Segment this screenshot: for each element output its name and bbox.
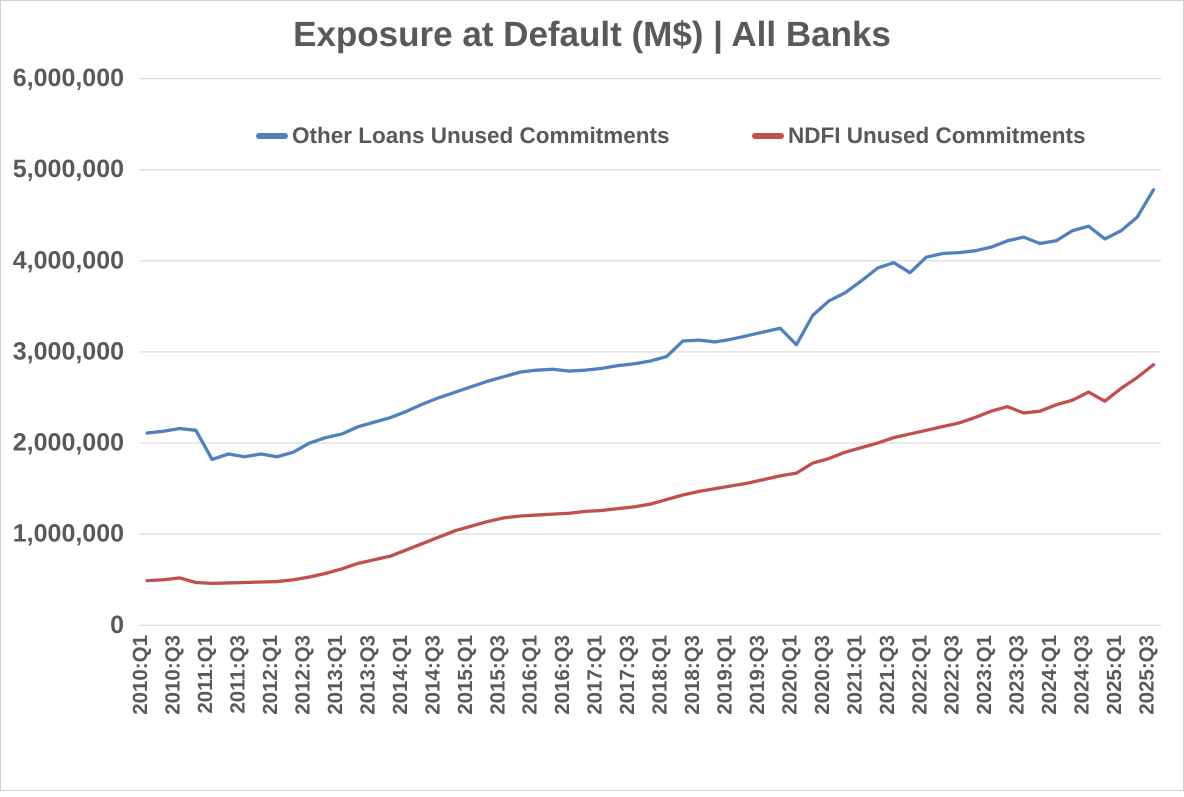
svg-text:0: 0 bbox=[110, 611, 124, 639]
svg-text:2013:Q3: 2013:Q3 bbox=[356, 635, 379, 715]
svg-text:2025:Q1: 2025:Q1 bbox=[1103, 635, 1126, 715]
svg-text:2018:Q3: 2018:Q3 bbox=[681, 635, 704, 715]
svg-text:3,000,000: 3,000,000 bbox=[13, 337, 124, 365]
svg-text:2010:Q3: 2010:Q3 bbox=[162, 635, 185, 715]
svg-text:2019:Q1: 2019:Q1 bbox=[714, 635, 737, 715]
svg-text:2023:Q1: 2023:Q1 bbox=[973, 635, 996, 715]
svg-text:2022:Q3: 2022:Q3 bbox=[941, 635, 964, 715]
svg-text:2012:Q1: 2012:Q1 bbox=[259, 635, 282, 715]
svg-text:2017:Q1: 2017:Q1 bbox=[584, 635, 607, 715]
svg-text:2022:Q1: 2022:Q1 bbox=[908, 635, 931, 715]
svg-text:2014:Q1: 2014:Q1 bbox=[389, 635, 412, 715]
svg-text:2023:Q3: 2023:Q3 bbox=[1006, 635, 1029, 715]
svg-text:4,000,000: 4,000,000 bbox=[13, 246, 124, 274]
svg-text:2013:Q1: 2013:Q1 bbox=[324, 635, 347, 715]
svg-text:2016:Q1: 2016:Q1 bbox=[519, 635, 542, 715]
svg-text:2016:Q3: 2016:Q3 bbox=[551, 635, 574, 715]
svg-text:2,000,000: 2,000,000 bbox=[13, 429, 124, 457]
svg-text:2020:Q3: 2020:Q3 bbox=[811, 635, 834, 715]
svg-text:2014:Q3: 2014:Q3 bbox=[421, 635, 444, 715]
svg-text:2018:Q1: 2018:Q1 bbox=[649, 635, 672, 715]
svg-text:2024:Q3: 2024:Q3 bbox=[1071, 635, 1094, 715]
svg-text:2010:Q1: 2010:Q1 bbox=[129, 635, 152, 715]
svg-text:5,000,000: 5,000,000 bbox=[13, 155, 124, 183]
svg-text:2011:Q3: 2011:Q3 bbox=[227, 635, 250, 714]
svg-text:6,000,000: 6,000,000 bbox=[13, 64, 124, 92]
svg-text:2015:Q3: 2015:Q3 bbox=[486, 635, 509, 715]
svg-text:2012:Q3: 2012:Q3 bbox=[292, 635, 315, 715]
svg-text:1,000,000: 1,000,000 bbox=[13, 520, 124, 548]
svg-text:2020:Q1: 2020:Q1 bbox=[778, 635, 801, 715]
svg-text:2025:Q3: 2025:Q3 bbox=[1136, 635, 1159, 715]
svg-text:2017:Q3: 2017:Q3 bbox=[616, 635, 639, 715]
svg-text:2019:Q3: 2019:Q3 bbox=[746, 635, 769, 715]
svg-text:2015:Q1: 2015:Q1 bbox=[454, 635, 477, 715]
svg-text:2021:Q3: 2021:Q3 bbox=[876, 635, 899, 715]
svg-text:2024:Q1: 2024:Q1 bbox=[1038, 635, 1061, 715]
svg-text:2021:Q1: 2021:Q1 bbox=[843, 635, 866, 715]
svg-text:2011:Q1: 2011:Q1 bbox=[194, 635, 217, 714]
